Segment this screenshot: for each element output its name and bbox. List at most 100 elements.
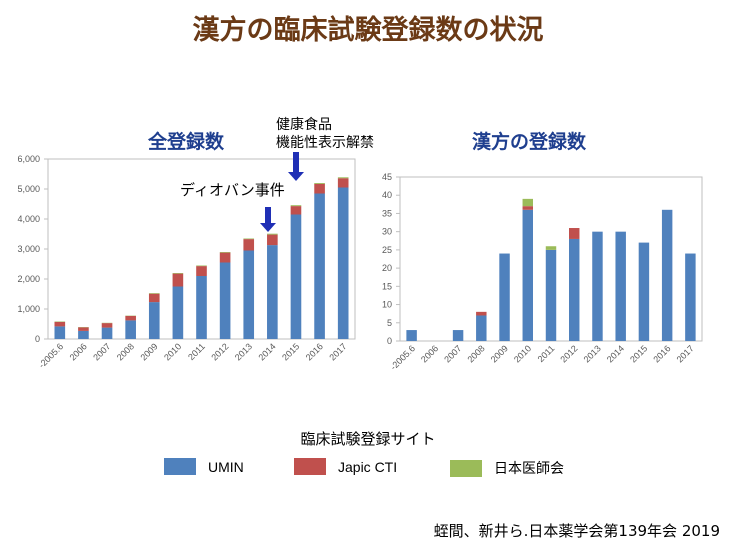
- legend-label-umin: UMIN: [208, 458, 244, 475]
- y-tick-label: 45: [382, 172, 392, 182]
- bar-UMIN-2011: [545, 249, 557, 341]
- legend-item-jma: 日本医師会: [450, 458, 564, 478]
- y-tick-label: 0: [35, 334, 40, 344]
- bar-日本医師会-2012: [219, 252, 231, 253]
- annotation-health-food: 健康食品 機能性表示解禁: [276, 116, 374, 152]
- bar-日本医師会-2010: [172, 273, 184, 274]
- x-tick-label: 2009: [138, 341, 159, 362]
- bar-Japic-CTI-2012: [569, 228, 580, 239]
- arrow-shaft: [265, 207, 271, 224]
- y-tick-label: 15: [382, 281, 392, 291]
- bar-日本医師会-2011: [196, 265, 207, 267]
- bar-UMIN--2005.6: [54, 326, 66, 339]
- legend-swatch-jma: [450, 459, 482, 477]
- bar-UMIN-2009: [499, 253, 510, 341]
- legend-swatch-umin: [164, 458, 196, 475]
- bar-UMIN-2017: [337, 187, 349, 339]
- x-tick-label: -2005.6: [388, 343, 417, 372]
- x-tick-label: 2014: [605, 343, 626, 364]
- y-tick-label: 35: [382, 208, 392, 218]
- arrow-head: [288, 172, 304, 181]
- bar-日本医師会-2009: [148, 293, 160, 294]
- y-tick-label: 4,000: [17, 214, 40, 224]
- bar-UMIN-2013: [243, 250, 255, 339]
- legend: UMIN Japic CTI 日本医師会: [0, 458, 736, 488]
- bar-UMIN--2005.6: [406, 330, 417, 341]
- bar-UMIN-2012: [219, 262, 231, 339]
- bar-UMIN-2009: [148, 302, 160, 339]
- y-tick-label: 3,000: [17, 244, 40, 254]
- y-tick-label: 6,000: [17, 154, 40, 164]
- bar-Japic-CTI-2016: [314, 183, 325, 194]
- chart-kampo-registrations: 0 5 10 15 20 25 30 35 40 45 -2005.6 2006 2007 2008 200…: [382, 172, 703, 372]
- x-tick-label: 2010: [512, 343, 533, 364]
- bar-UMIN-2008: [125, 320, 136, 339]
- x-tick-label: 2011: [186, 341, 207, 362]
- bar-UMIN-2013: [592, 231, 603, 341]
- y-tick-label: 0: [387, 336, 392, 346]
- bar-UMIN-2017: [685, 253, 696, 341]
- y-tick-label: 2,000: [17, 274, 40, 284]
- bar-Japic-CTI-2012: [219, 252, 231, 263]
- x-tick-label: 2017: [327, 341, 348, 362]
- bar-UMIN-2014: [267, 245, 278, 339]
- x-tick-label: 2013: [233, 341, 254, 362]
- y-tick-label: 20: [382, 263, 392, 273]
- y-tick-label: 30: [382, 227, 392, 237]
- bar-Japic-CTI--2005.6: [54, 321, 66, 327]
- x-tick-label: 2009: [489, 343, 510, 364]
- x-tick-label: 2012: [209, 341, 230, 362]
- x-tick-label: 2013: [582, 343, 603, 364]
- y-tick-label: 1,000: [17, 304, 40, 314]
- bar-Japic-CTI-2013: [243, 239, 255, 251]
- page-title: 漢方の臨床試験登録数の状況: [192, 15, 544, 46]
- bar-UMIN-2015: [638, 242, 650, 341]
- bar-UMIN-2015: [290, 214, 302, 339]
- y-tick-label: 5: [387, 318, 392, 328]
- annotation-health-food-line2: 機能性表示解禁: [276, 135, 374, 151]
- y-tick-label: 10: [382, 300, 392, 310]
- bar-Japic-CTI-2017: [337, 178, 349, 188]
- bar-Japic-CTI-2008: [125, 315, 136, 321]
- x-tick-label: 2006: [419, 343, 440, 364]
- legend-title: 臨床試験登録サイト: [300, 430, 436, 448]
- bar-日本医師会-2014: [267, 233, 278, 235]
- x-tick-label: 2007: [442, 343, 463, 364]
- x-tick-label: 2007: [91, 341, 112, 362]
- bar-Japic-CTI-2008: [476, 311, 487, 316]
- legend-swatch-japic: [294, 458, 326, 475]
- bar-日本医師会-2017: [337, 177, 349, 179]
- legend-item-umin: UMIN: [164, 458, 244, 475]
- bar-Japic-CTI-2015: [290, 206, 302, 215]
- x-tick-label: 2011: [536, 343, 557, 364]
- arrow-head: [260, 223, 276, 232]
- legend-item-japic: Japic CTI: [294, 458, 397, 475]
- x-tick-label: 2015: [280, 341, 301, 362]
- bar-Japic-CTI-2007: [101, 323, 113, 328]
- bar-UMIN-2012: [569, 238, 580, 341]
- x-tick-label: 2014: [257, 341, 278, 362]
- bar-Japic-CTI-2010: [522, 206, 533, 210]
- y-tick-label: 25: [382, 245, 392, 255]
- x-tick-label: 2008: [465, 343, 486, 364]
- annotation-diovan: ディオバン事件: [180, 181, 285, 199]
- x-tick-label: 2016: [651, 343, 672, 364]
- annotation-health-food-line1: 健康食品: [276, 117, 332, 133]
- bar-UMIN-2006: [78, 330, 89, 339]
- x-tick-label: -2005.6: [37, 341, 66, 370]
- bar-日本医師会-2010: [522, 198, 533, 207]
- x-tick-label: 2010: [162, 341, 183, 362]
- citation: 蛭間、新井ら.日本薬学会第139年会 2019: [433, 522, 720, 540]
- bar-Japic-CTI-2014: [267, 234, 278, 246]
- x-tick-label: 2015: [628, 343, 649, 364]
- bar-Japic-CTI-2006: [78, 327, 89, 331]
- bar-UMIN-2014: [615, 231, 626, 341]
- y-tick-label: 5,000: [17, 184, 40, 194]
- annotation-arrows: [260, 152, 304, 232]
- bar-UMIN-2007: [101, 327, 113, 339]
- bar-日本医師会-2015: [290, 205, 302, 207]
- arrow-shaft: [293, 152, 299, 173]
- bar-UMIN-2016: [661, 209, 673, 341]
- y-tick-label: 40: [382, 190, 392, 200]
